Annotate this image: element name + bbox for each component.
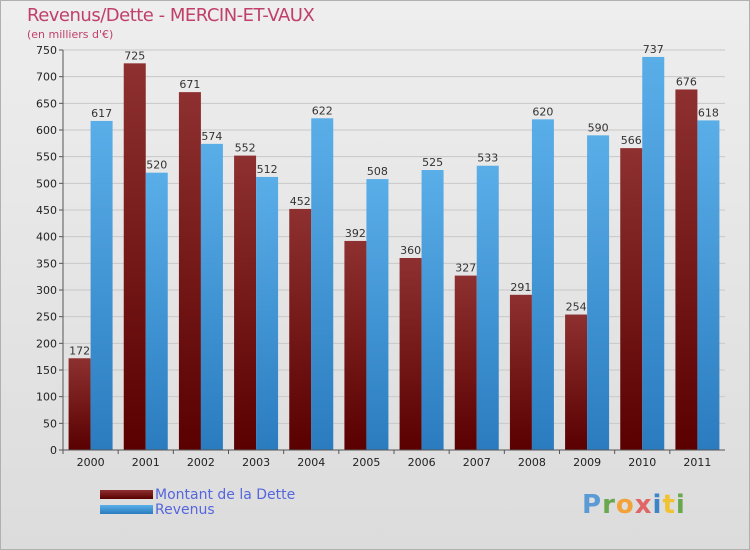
bar-value-label: 574 <box>201 130 222 143</box>
bar-revenus <box>311 118 334 451</box>
bar-value-label: 327 <box>455 262 476 275</box>
x-tick-label: 2008 <box>518 456 546 469</box>
bar-revenus <box>366 179 389 451</box>
bar-dette <box>289 208 312 450</box>
y-tick-label: 700 <box>36 71 57 84</box>
bar-dette <box>454 275 477 450</box>
x-tick-label: 2009 <box>573 456 601 469</box>
bar-value-label: 590 <box>588 121 609 134</box>
bar-revenus <box>90 120 113 450</box>
bar-revenus <box>697 120 720 451</box>
bar-revenus <box>200 143 223 450</box>
bar-revenus <box>476 165 499 450</box>
chart-subtitle: (en milliers d'€) <box>27 28 114 41</box>
y-tick-label: 300 <box>36 284 57 297</box>
chart-title: Revenus/Dette - MERCIN-ET-VAUX <box>27 5 315 26</box>
bar-value-label: 552 <box>235 142 256 155</box>
y-tick-label: 200 <box>36 337 57 350</box>
x-tick-label: 2005 <box>352 456 380 469</box>
x-tick-label: 2001 <box>132 456 160 469</box>
y-tick-label: 750 <box>36 44 57 57</box>
bar-revenus <box>145 172 168 450</box>
y-tick-label: 550 <box>36 151 57 164</box>
bar-dette <box>344 240 367 450</box>
bar-dette <box>178 92 201 450</box>
bar-value-label: 392 <box>345 227 366 240</box>
x-tick-label: 2000 <box>77 456 105 469</box>
bar-revenus <box>531 119 554 450</box>
bar-value-label: 512 <box>257 163 278 176</box>
y-tick-label: 0 <box>50 444 57 457</box>
bar-value-label: 533 <box>477 152 498 165</box>
bar-revenus <box>587 135 610 451</box>
bar-dette <box>399 258 422 450</box>
x-tick-label: 2006 <box>408 456 436 469</box>
bar-dette <box>675 89 698 450</box>
bar-revenus <box>256 176 279 450</box>
bar-value-label: 622 <box>312 104 333 117</box>
x-tick-label: 2007 <box>463 456 491 469</box>
bar-value-label: 508 <box>367 165 388 178</box>
y-tick-label: 400 <box>36 231 57 244</box>
legend: Montant de la Dette Revenus <box>100 486 296 518</box>
bar-dette <box>68 358 91 450</box>
bar-value-label: 725 <box>124 49 145 62</box>
bar-dette <box>509 294 532 450</box>
bar-value-label: 566 <box>621 134 642 147</box>
bar-value-label: 254 <box>566 301 587 314</box>
bar-value-label: 291 <box>510 281 531 294</box>
x-tick-label: 2004 <box>297 456 325 469</box>
bar-value-label: 620 <box>532 105 553 118</box>
y-tick-label: 500 <box>36 177 57 190</box>
legend-swatch-debt <box>100 490 153 499</box>
legend-label-revenus: Revenus <box>155 501 215 518</box>
y-tick-label: 150 <box>36 364 57 377</box>
bar-value-label: 360 <box>400 244 421 257</box>
legend-item-revenus: Revenus <box>100 501 295 518</box>
y-tick-label: 250 <box>36 311 57 324</box>
y-tick-label: 600 <box>36 124 57 137</box>
bar-value-label: 737 <box>643 43 664 56</box>
y-tick-label: 650 <box>36 97 57 110</box>
bar-revenus <box>421 170 444 450</box>
y-tick-label: 50 <box>43 417 57 430</box>
bar-dette <box>565 314 588 450</box>
x-tick-label: 2002 <box>187 456 215 469</box>
y-tick-label: 100 <box>36 391 57 404</box>
x-tick-label: 2011 <box>683 456 711 469</box>
bar-dette <box>123 63 146 450</box>
bar-revenus <box>642 56 665 450</box>
bar-value-label: 520 <box>146 159 167 172</box>
x-tick-label: 2003 <box>242 456 270 469</box>
legend-swatch-revenus <box>100 505 153 514</box>
bar-value-label: 172 <box>69 344 90 357</box>
proxiti-logo: Proxiti <box>582 490 686 520</box>
bar-dette <box>234 155 257 450</box>
bar-value-label: 452 <box>290 195 311 208</box>
x-tick-label: 2010 <box>628 456 656 469</box>
bar-dette <box>620 148 643 450</box>
bar-value-label: 676 <box>676 75 697 88</box>
bar-value-label: 671 <box>179 78 200 91</box>
legend-label-debt: Montant de la Dette <box>155 486 296 503</box>
legend-item-debt: Montant de la Dette <box>100 486 296 503</box>
y-tick-label: 450 <box>36 204 57 217</box>
bar-value-label: 525 <box>422 156 443 169</box>
bar-value-label: 618 <box>698 106 719 119</box>
y-tick-label: 350 <box>36 257 57 270</box>
bar-value-label: 617 <box>91 107 112 120</box>
